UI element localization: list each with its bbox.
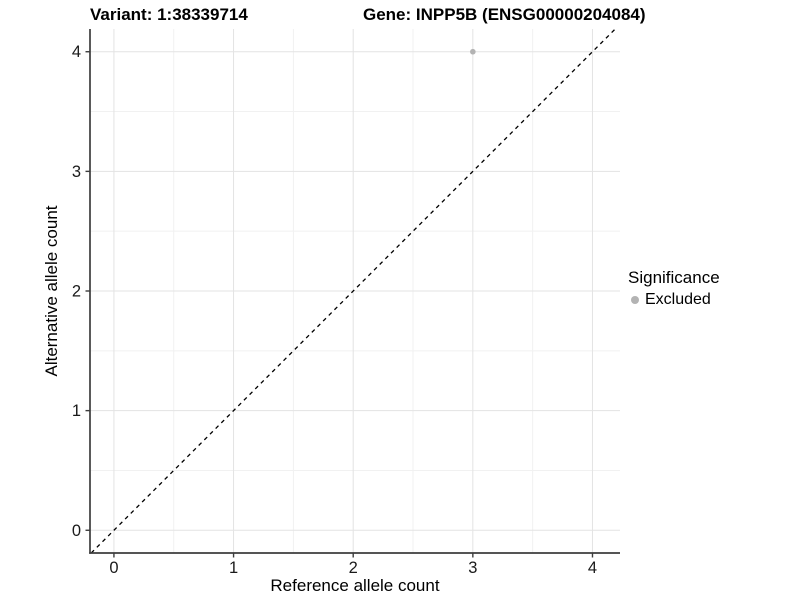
gene-title: Gene: INPP5B (ENSG00000204084) bbox=[363, 5, 646, 24]
x-tick-label: 3 bbox=[468, 559, 477, 577]
y-tick-label: 2 bbox=[72, 283, 81, 301]
x-tick-label: 1 bbox=[229, 559, 238, 577]
y-tick-label: 4 bbox=[72, 43, 81, 61]
identity-reference-line bbox=[90, 28, 616, 554]
x-tick-label: 4 bbox=[588, 559, 597, 577]
legend-item-excluded: Excluded bbox=[628, 291, 720, 309]
x-tick-label: 0 bbox=[109, 559, 118, 577]
y-tick-label: 3 bbox=[72, 163, 81, 181]
x-tick-label: 2 bbox=[349, 559, 358, 577]
legend-item-label: Excluded bbox=[645, 291, 711, 308]
x-axis-title: Reference allele count bbox=[270, 576, 440, 595]
y-axis-title: Alternative allele count bbox=[42, 205, 61, 377]
legend-title: Significance bbox=[628, 268, 720, 287]
y-tick-label: 1 bbox=[72, 402, 81, 420]
variant-title: Variant: 1:38339714 bbox=[90, 5, 248, 24]
data-point-excluded bbox=[470, 48, 476, 55]
legend: Significance Excluded bbox=[628, 268, 720, 309]
y-tick-label: 0 bbox=[72, 522, 81, 540]
excluded-point-swatch-icon bbox=[631, 296, 639, 304]
